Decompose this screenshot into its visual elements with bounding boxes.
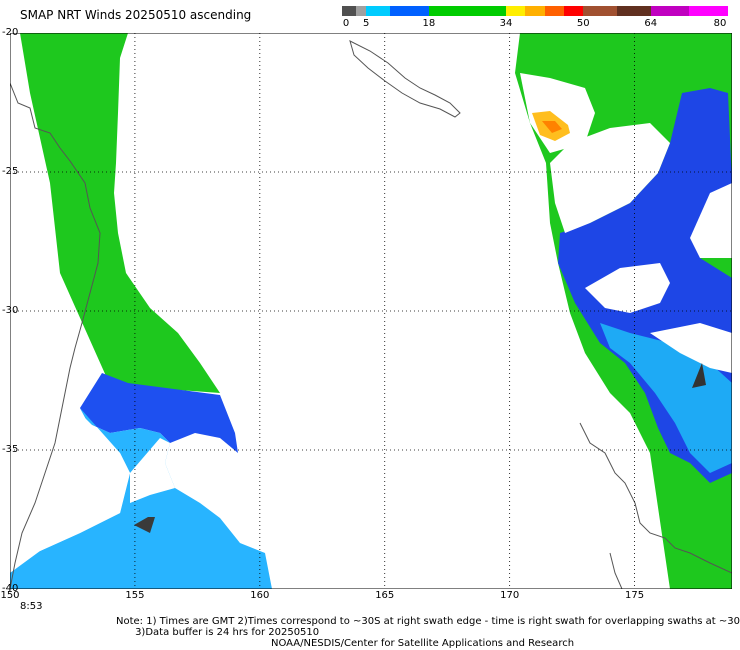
latitude-tick-label: -25 [2,166,19,177]
left-swath-blue [80,373,238,453]
colorbar-label: 18 [422,18,436,29]
latitude-tick-label: -40 [2,583,19,594]
right-swath [515,33,732,589]
latitude-tick-label: -30 [2,305,19,316]
left-swath-green [20,33,220,393]
longitude-tick-label: 160 [250,590,270,601]
colorbar-label: 80 [713,18,727,29]
colorbar-segment [356,6,367,16]
colorbar-label: 50 [576,18,590,29]
right-swath-gale-red [542,121,562,133]
latitude-tick-label: -20 [2,27,19,38]
colorbar-segment [428,6,507,16]
colorbar-segment [616,6,651,16]
colorbar-labels: 0 5 18 34 50 64 80 [342,18,728,32]
colorbar-label: 64 [644,18,658,29]
colorbar-segment [650,6,690,16]
right-swath-white-gap-4 [520,73,595,153]
colorbar-segment [689,6,728,16]
colorbar-segment [583,6,617,16]
footnote-line-1: Note: 1) Times are GMT 2)Times correspon… [116,616,740,627]
longitude-tick-label: 155 [125,590,145,601]
right-swath-calm-spot [692,363,706,388]
wind-speed-colorbar [342,6,728,16]
colorbar-segment [506,6,526,16]
coastlines [10,40,732,589]
longitude-tick-label: 170 [500,590,520,601]
australia-coastline [10,82,101,589]
right-swath-white-edge [690,183,732,258]
left-swath-white-gap-2 [130,438,175,503]
left-swath-calm-spot [134,517,155,533]
new-caledonia-coastline [349,40,461,118]
footnote: Note: 1) Times are GMT 2)Times correspon… [116,616,740,638]
lat-lon-grid [10,33,732,589]
map-title: SMAP NRT Winds 20250510 ascending [20,8,252,22]
right-swath-white-gap-2 [585,263,670,313]
colorbar-segment [366,6,391,16]
right-swath-white-gap-3 [650,323,732,373]
colorbar-segment [390,6,429,16]
left-edge-white-notch [570,373,630,589]
colorbar-segment [525,6,545,16]
swath-time-label: 8:53 [20,601,43,612]
right-swath-white-gap [550,123,670,233]
colorbar-label: 34 [499,18,513,29]
latitude-tick-label: -35 [2,444,19,455]
longitude-tick-label: 150 [0,590,20,601]
left-swath-white-gap [10,413,130,563]
colorbar-segment [563,6,584,16]
longitude-tick-label: 165 [375,590,395,601]
credit-line: NOAA/NESDIS/Center for Satellite Applica… [271,638,575,649]
left-swath [10,33,272,589]
footnote-line-2: 3)Data buffer is 24 hrs for 20250510 [116,627,320,638]
colorbar-label: 0 [342,18,350,29]
colorbar-label: 5 [362,18,370,29]
colorbar-segment [342,6,357,16]
colorbar-segment [544,6,564,16]
longitude-tick-label: 175 [625,590,645,601]
wind-map [10,33,732,589]
new-zealand-coastline [579,422,732,589]
